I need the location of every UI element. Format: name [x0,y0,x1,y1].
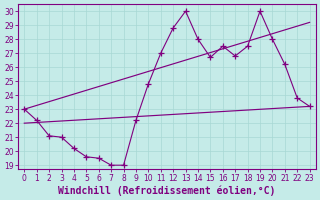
X-axis label: Windchill (Refroidissement éolien,°C): Windchill (Refroidissement éolien,°C) [58,185,276,196]
